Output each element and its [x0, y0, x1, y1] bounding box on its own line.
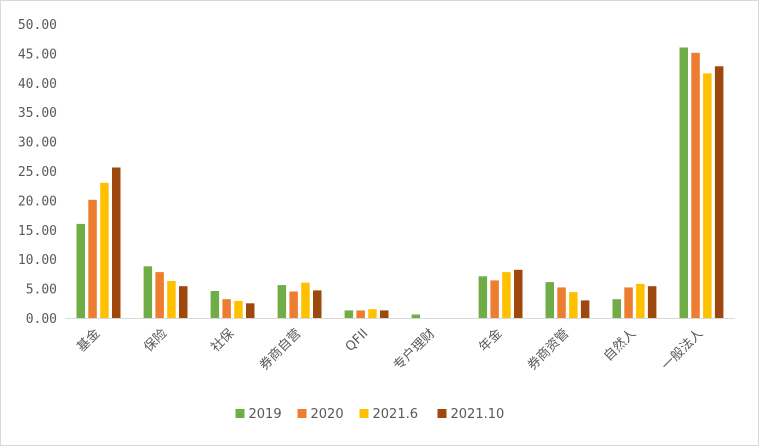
x-category-label: 基金 [74, 326, 104, 356]
bar-2020-社保 [222, 299, 231, 318]
x-category-label: 券商自营 [256, 326, 304, 374]
bar-2019-QFII [344, 310, 354, 318]
bar-2021.6-基金 [100, 182, 109, 318]
legend-swatch [359, 409, 369, 418]
y-tick-label: 50.00 [18, 18, 57, 33]
y-tick-label: 15.00 [18, 224, 57, 239]
bar-2021.10-保险 [179, 286, 188, 318]
bar-2019-券商资管 [545, 282, 554, 318]
y-tick-label: 45.00 [18, 47, 57, 62]
legend-swatch [297, 409, 307, 418]
y-tick-label: 25.00 [18, 165, 57, 180]
bars-group [76, 47, 724, 319]
bar-2020-保险 [155, 272, 164, 318]
y-tick-label: 40.00 [18, 77, 57, 92]
legend-label: 2021.10 [451, 407, 505, 422]
bar-2020-券商自营 [289, 291, 298, 318]
x-category-label: 保险 [141, 326, 170, 355]
x-category-label: 社保 [208, 326, 238, 356]
bar-2019-一般法人 [679, 47, 688, 318]
bar-2021.10-券商自营 [313, 290, 322, 318]
bar-2019-专户理财 [411, 314, 421, 318]
bar-2021.6-保险 [167, 281, 176, 318]
bar-2019-社保 [210, 291, 220, 318]
legend-label: 2020 [311, 407, 344, 422]
bar-2021.10-年金 [514, 269, 523, 318]
bar-2020-基金 [88, 199, 97, 318]
x-category-label: 一般法人 [658, 326, 706, 374]
bar-2021.10-自然人 [647, 286, 657, 318]
bar-2020-QFII [356, 310, 365, 318]
bar-2021.6-券商资管 [569, 292, 578, 318]
bar-2020-自然人 [624, 287, 633, 318]
legend-swatch [437, 409, 447, 418]
bar-2021.6-券商自营 [301, 282, 310, 318]
x-category-label: QFII [343, 326, 372, 355]
legend-label: 2019 [249, 407, 282, 422]
bar-2019-年金 [478, 276, 488, 318]
bar-2020-一般法人 [691, 52, 700, 319]
y-tick-label: 0.00 [26, 312, 57, 327]
y-axis-labels: 0.00 5.00 10.00 15.00 20.00 25.00 30.00 35.00 40… [18, 18, 57, 327]
y-tick-label: 30.00 [18, 136, 57, 151]
x-axis-labels: 基金 保险 社保 券商自营 QFII 专户理财 年金 券商资管 自然人 一般法人 [74, 326, 707, 374]
bar-2021.10-基金 [112, 167, 121, 318]
bar-2019-保险 [143, 266, 153, 318]
x-category-label: 自然人 [600, 326, 639, 365]
y-tick-label: 10.00 [18, 253, 57, 268]
bar-2021.6-社保 [234, 300, 243, 318]
bar-2021.10-券商资管 [580, 300, 590, 318]
bar-2021.10-一般法人 [714, 66, 724, 318]
bar-2021.6-一般法人 [703, 73, 712, 319]
bar-2020-券商资管 [557, 287, 566, 318]
bar-2020-年金 [490, 280, 499, 318]
bar-2021.10-社保 [246, 303, 255, 318]
bar-2019-自然人 [612, 299, 621, 318]
bar-2019-券商自营 [277, 285, 287, 318]
bar-2021.6-QFII [368, 309, 377, 318]
bar-2021.6-自然人 [636, 283, 645, 318]
bar-2021.10-QFII [380, 310, 389, 318]
x-category-label: 券商资管 [524, 326, 572, 374]
y-tick-label: 35.00 [18, 106, 57, 121]
y-tick-label: 5.00 [26, 283, 57, 298]
legend-label: 2021.6 [373, 407, 419, 422]
bar-2019-基金 [76, 223, 85, 318]
bar-2021.6-年金 [502, 272, 511, 318]
x-category-label: 年金 [476, 326, 506, 356]
x-category-label: 专户理财 [390, 326, 438, 374]
legend: 2019 2020 2021.6 2021.10 [235, 407, 505, 422]
legend-swatch [235, 409, 245, 418]
y-tick-label: 20.00 [18, 194, 57, 209]
